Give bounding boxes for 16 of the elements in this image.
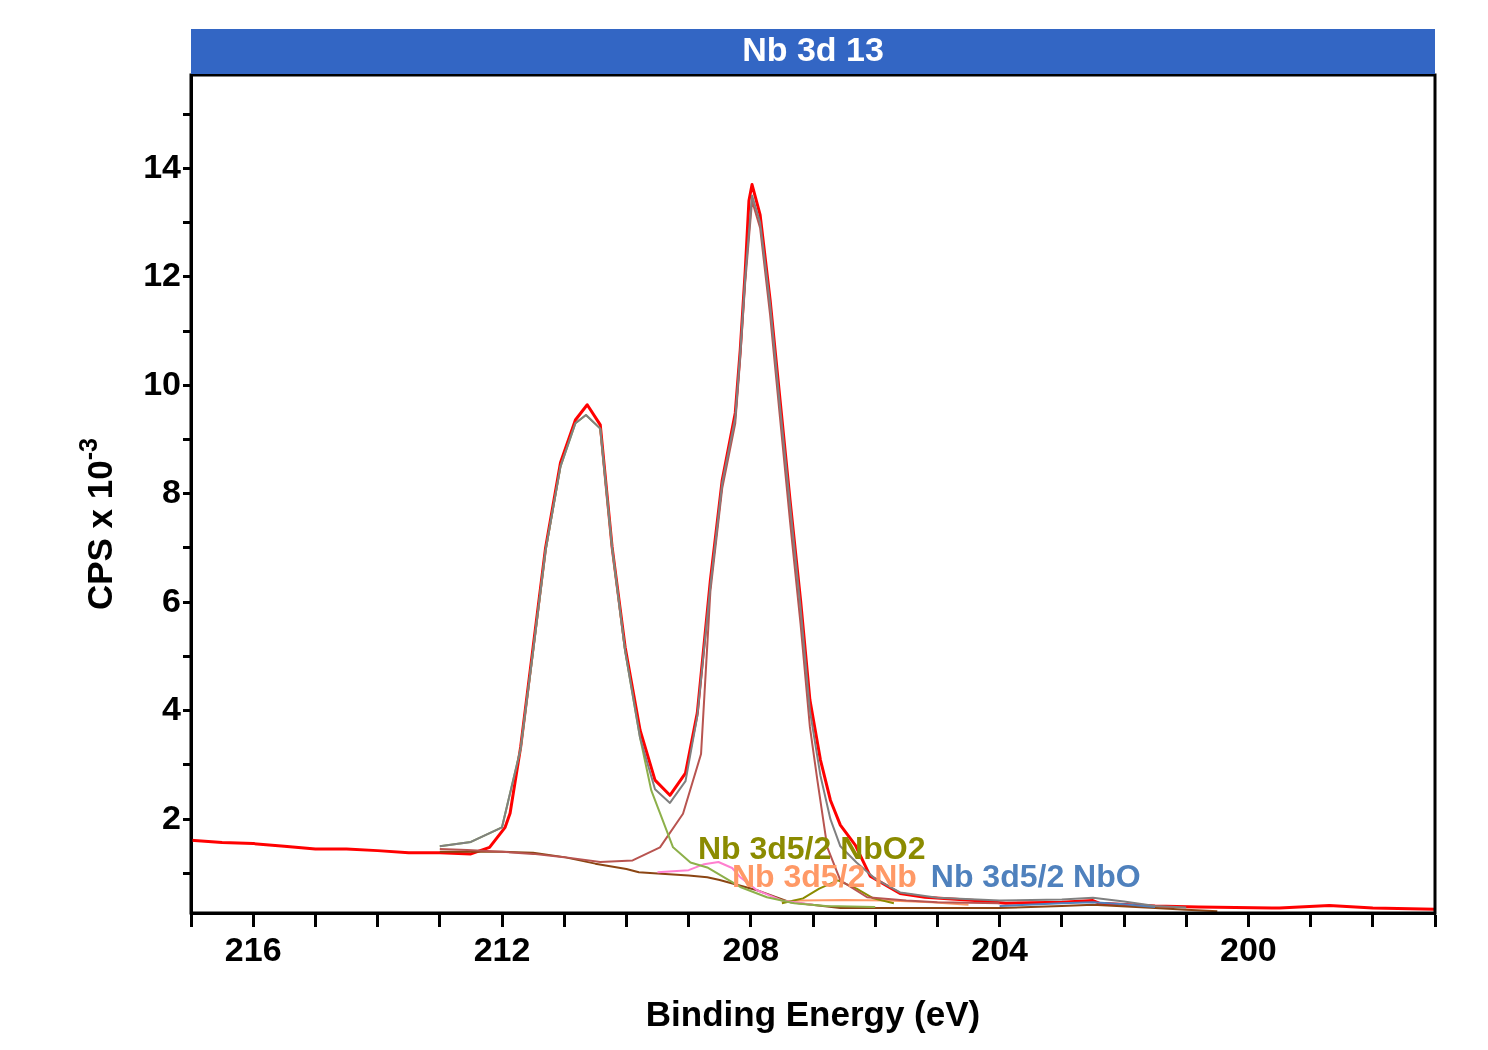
x-tick-label: 200 bbox=[1220, 929, 1277, 968]
x-tick-label: 212 bbox=[473, 929, 531, 968]
y-tick-label: 10 bbox=[143, 363, 181, 402]
y-tick-label: 4 bbox=[162, 689, 182, 728]
chart-title: Nb 3d 13 bbox=[742, 30, 884, 69]
y-tick-label: 6 bbox=[162, 580, 181, 619]
y-tick-label: 8 bbox=[162, 472, 181, 511]
y-tick-label: 12 bbox=[143, 255, 181, 294]
series-label: Nb 3d5/2 NbO bbox=[930, 858, 1141, 895]
x-tick-label: 216 bbox=[224, 929, 282, 968]
y-axis-title: CPS x 10-3 bbox=[74, 437, 119, 611]
y-tick-label: 2 bbox=[162, 797, 181, 836]
x-tick-label: 208 bbox=[722, 929, 780, 968]
y-tick-label: 14 bbox=[143, 146, 182, 185]
x-tick-label: 204 bbox=[971, 929, 1029, 968]
x-axis-title: Binding Energy (eV) bbox=[645, 994, 981, 1033]
